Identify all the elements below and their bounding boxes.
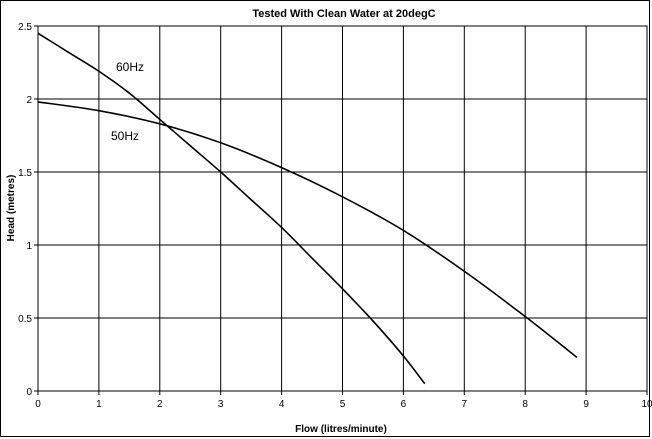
x-tick-label: 2 bbox=[157, 399, 163, 410]
x-tick-label: 1 bbox=[96, 399, 102, 410]
series-line-60hz bbox=[37, 32, 426, 385]
series-label-50hz: 50Hz bbox=[111, 129, 139, 143]
x-tick-label: 7 bbox=[462, 399, 468, 410]
x-tick-label: 10 bbox=[641, 399, 652, 410]
y-tick-labels: 0 0.5 1 1.5 2 2.5 bbox=[18, 22, 32, 398]
y-axis-label: Head (metres) bbox=[6, 175, 17, 242]
y-tick-label: 1 bbox=[26, 241, 32, 252]
x-tick-label: 6 bbox=[401, 399, 407, 410]
x-tick-label: 0 bbox=[35, 399, 41, 410]
chart-title: Tested With Clean Water at 20degC bbox=[252, 8, 435, 20]
y-tick-label: 1.5 bbox=[18, 168, 32, 179]
x-tick-labels: 0 1 2 3 4 5 6 7 8 9 10 bbox=[35, 399, 652, 410]
x-tick-label: 9 bbox=[583, 399, 589, 410]
y-tick-label: 2 bbox=[26, 95, 32, 106]
x-tick-label: 3 bbox=[218, 399, 224, 410]
x-tick-label: 4 bbox=[279, 399, 285, 410]
series-lines bbox=[37, 32, 578, 385]
y-tick-label: 0.5 bbox=[18, 314, 32, 325]
x-tick-label: 5 bbox=[340, 399, 346, 410]
y-tick-label: 2.5 bbox=[18, 22, 32, 33]
x-tick-label: 8 bbox=[522, 399, 528, 410]
series-label-60hz: 60Hz bbox=[116, 60, 144, 74]
series-line-50hz bbox=[37, 101, 578, 359]
grid-lines bbox=[34, 25, 648, 395]
x-axis-label: Flow (litres/minute) bbox=[295, 424, 387, 435]
y-tick-label: 0 bbox=[26, 387, 32, 398]
